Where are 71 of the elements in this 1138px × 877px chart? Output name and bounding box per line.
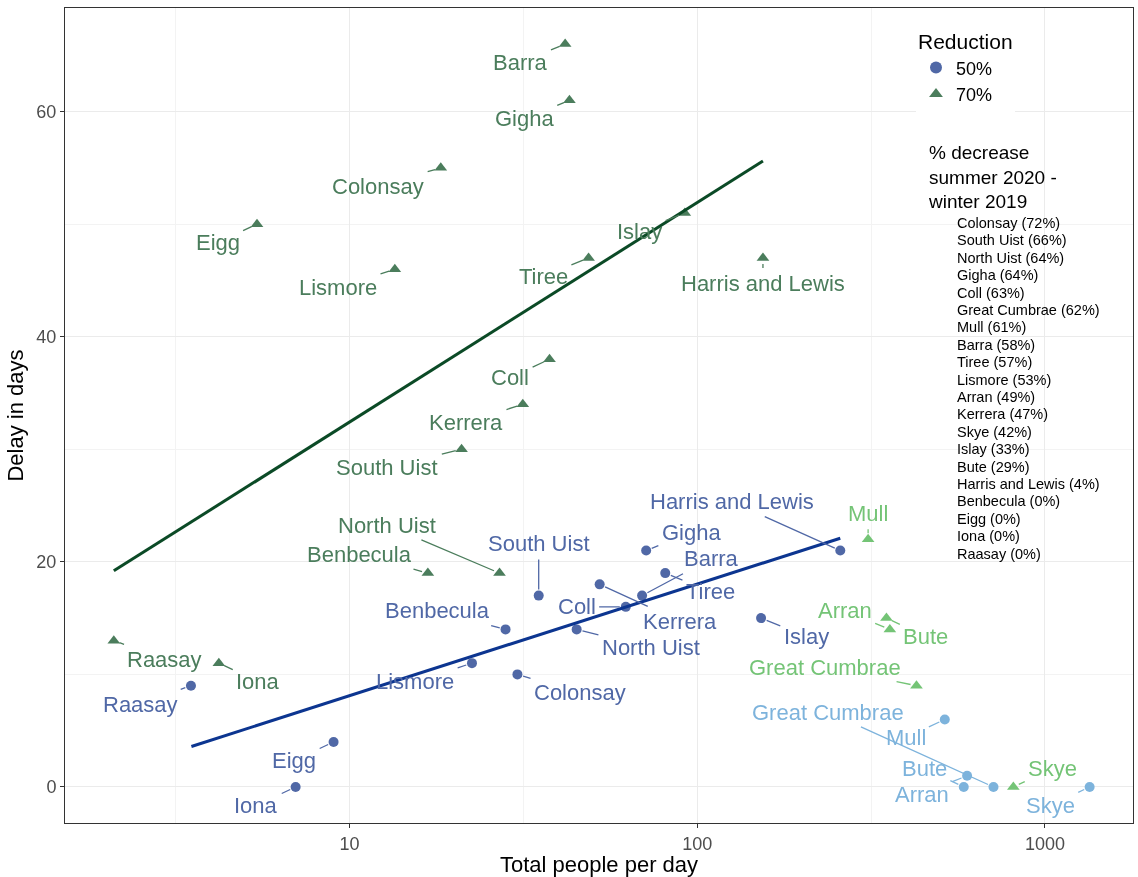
annotation: Eigg (0%) <box>957 511 1021 527</box>
annotation: Bute <box>903 624 949 649</box>
annotation: Kerrera <box>643 609 718 634</box>
annotation: Great Cumbrae <box>752 700 904 725</box>
annotation: Great Cumbrae <box>749 655 901 680</box>
annotation: Iona <box>236 669 280 694</box>
annotation: Gigha <box>495 106 555 131</box>
annotation: Raasay <box>103 692 178 717</box>
annotation: Colonsay <box>534 680 626 705</box>
annotation: Lismore (53%) <box>957 372 1052 388</box>
annotation: Islay (33%) <box>957 441 1030 457</box>
y-tick-label: 20 <box>36 552 57 573</box>
annotation: South Uist <box>336 455 438 480</box>
annotation: Skye <box>1028 756 1077 781</box>
annotation: Coll <box>558 594 596 619</box>
annotation: Bute (29%) <box>957 459 1030 475</box>
annotation: Coll <box>491 365 529 390</box>
annotation: Islay <box>784 624 830 649</box>
annotation: Eigg <box>196 230 241 255</box>
annotation: Benbecula (0%) <box>957 493 1061 509</box>
annotation: Benbecula <box>385 598 490 623</box>
annotation: Harris and Lewis <box>681 271 845 296</box>
annotation: Kerrera (47%) <box>957 406 1049 422</box>
annotation: Raasay (0%) <box>957 546 1041 562</box>
annotation: Bute <box>902 756 948 781</box>
legend-label: 70% <box>956 84 993 105</box>
annotation: % decrease summer 2020 - winter 2019 <box>928 142 1057 213</box>
annotation: Lismore <box>299 275 378 300</box>
x-tick-label: 100 <box>682 833 713 854</box>
annotation: Raasay <box>127 647 202 672</box>
legend-title: Reduction <box>918 30 1013 54</box>
annotation: Barra <box>493 50 548 75</box>
annotation: Mull (61%) <box>957 319 1027 335</box>
x-tick-label: 10 <box>339 833 360 854</box>
annotation: Arran <box>895 782 949 807</box>
annotation: Skye <box>1026 793 1075 818</box>
annotation: Barra (58%) <box>957 337 1036 353</box>
y-tick-label: 60 <box>36 101 57 122</box>
annotation: Great Cumbrae (62%) <box>957 302 1100 318</box>
annotation: Tiree <box>686 579 736 604</box>
annotation: Tiree (57%) <box>957 354 1033 370</box>
annotation: Arran <box>818 598 872 623</box>
annotation: Mull <box>886 725 927 750</box>
annotation: Barra <box>684 546 739 571</box>
annotation: Harris and Lewis <box>650 489 814 514</box>
annotation: Coll (63%) <box>957 285 1025 301</box>
annotation: Iona <box>234 793 278 818</box>
annotation: Harris and Lewis (4%) <box>957 476 1100 492</box>
x-axis-title: Total people per day <box>499 852 699 877</box>
annotation: Mull <box>848 501 889 526</box>
y-axis-title: Delay in days <box>3 349 29 482</box>
annotation: Tiree <box>519 264 569 289</box>
annotation: South Uist <box>488 531 590 556</box>
annotation: South Uist (66%) <box>957 232 1067 248</box>
annotation: North Uist <box>338 513 436 538</box>
y-tick-label: 40 <box>36 327 57 347</box>
annotation: Skye (42%) <box>957 424 1032 440</box>
y-tick-label: 0 <box>46 777 57 798</box>
annotation: North Uist <box>602 635 700 660</box>
annotation: Arran (49%) <box>957 389 1036 405</box>
annotation: Iona (0%) <box>957 528 1020 544</box>
annotation: Gigha (64%) <box>957 267 1039 283</box>
annotation: Gigha <box>662 520 722 545</box>
annotation: Kerrera <box>429 410 504 435</box>
annotation: North Uist (64%) <box>957 250 1065 266</box>
annotation: Benbecula <box>307 542 412 567</box>
annotation: Colonsay (72%) <box>957 215 1061 231</box>
annotation: Eigg <box>272 748 317 773</box>
x-tick-label: 1000 <box>1024 833 1066 854</box>
legend-label: 50% <box>956 58 993 79</box>
annotation: Colonsay <box>332 174 424 199</box>
